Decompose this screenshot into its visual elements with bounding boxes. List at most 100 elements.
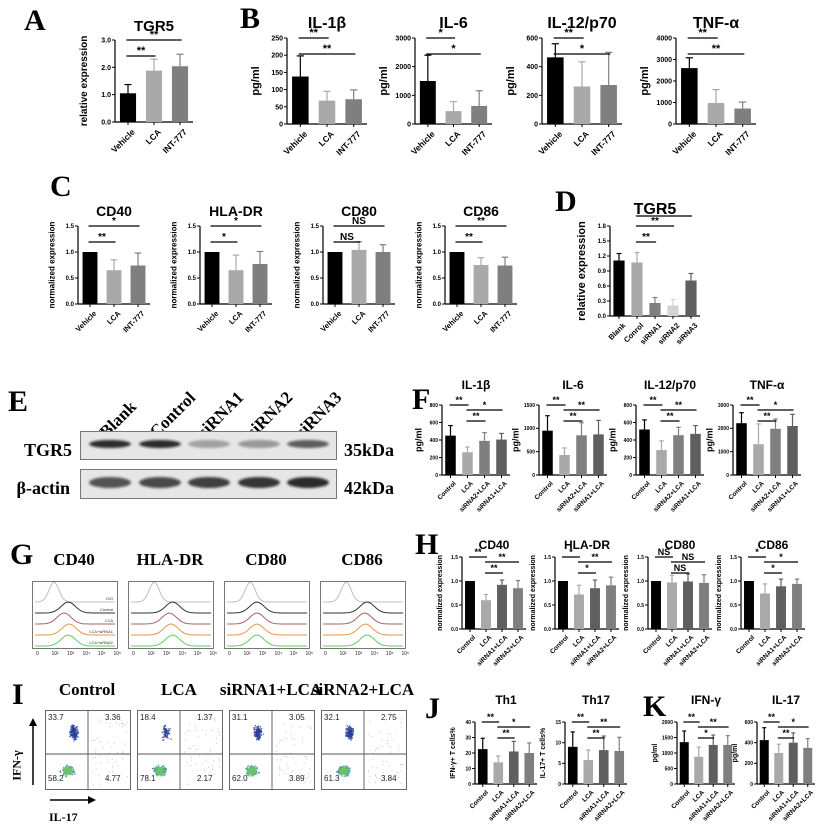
x-tick-label: siRNA1+LCA [766,480,800,514]
bar [292,76,309,124]
bar [567,746,578,784]
x-tick-label: siRNA1+LCA [475,480,509,514]
blot-strip-tgr5 [80,431,337,460]
significance-label: ** [465,232,473,243]
significance-label: ** [502,728,510,738]
blot-band [237,440,280,448]
bar [204,252,220,304]
bar [685,280,697,316]
chart-title: HLA-DR [209,203,263,219]
significance-label: NS [658,547,671,557]
bar [318,100,336,124]
significance-label: ** [472,411,480,421]
x-tick-label: INT-777 [589,129,618,158]
x-tick-label: INT-777 [488,309,513,334]
bar [82,252,98,304]
y-tick-label: 0.0 [544,627,551,633]
chart-title: CD80 [341,203,377,219]
bar [497,584,507,629]
x-tick-label: INT-777 [160,127,189,156]
y-tick-label: 0.0 [637,627,644,633]
chart-k-ifng: IFN-γ pg/ml 0 500 1000 1500 2000 Control LCA siRN… [652,690,735,824]
y-tick-label: 0.0 [101,119,111,126]
y-tick-label: 1000 [656,100,672,107]
bar [613,260,625,316]
y-tick-label: 400 [624,438,633,444]
y-axis-label: pg/ml [413,428,423,452]
bar [513,588,523,629]
y-tick-label: 1.0 [451,579,458,585]
flow-plot-title: LCA [161,680,197,699]
bar [736,423,747,475]
chart-title: Th1 [495,693,517,707]
significance-label: NS [340,232,354,243]
chart-title: TGR5 [134,18,174,35]
y-tick-label: 1.5 [188,224,197,230]
y-tick-label: 30 [465,735,471,741]
bar [497,265,513,304]
histogram-x-tick: 10⁴ [370,651,379,657]
bar [690,433,701,475]
histogram-x-tick: 0 [324,651,327,657]
bar [667,305,679,316]
y-tick-label: 0.0 [730,627,737,633]
bar [445,435,456,475]
histogram-x-tick: 10² [147,651,155,657]
bar [574,594,584,629]
bar [524,753,535,784]
y-tick-label: 200 [271,53,283,60]
y-tick-label: 1000 [395,93,411,100]
bar [707,102,725,124]
y-tick-label: 0 [726,473,729,479]
significance-label: * [774,400,778,410]
y-tick-label: 0 [558,782,561,788]
blot-band [89,477,131,488]
bar [493,762,504,784]
significance-label: * [662,206,666,217]
bar [130,265,146,304]
quadrant-percentage: 32.1 [324,713,340,722]
chart-b-il1b: IL-1β pg/ml 0 50 100 150 200 250 Vehicle LCA INT-7… [245,10,375,160]
bar [106,270,122,304]
quadrant-percentage: 62.0 [232,774,248,783]
bar-chart-svg: CD80 normalized expression 0.0 0.5 1.0 1.5 Veh… [292,203,395,334]
significance-label: ** [782,728,790,738]
histogram-plot [128,581,214,649]
y-tick-label: 0.5 [433,276,442,282]
y-tick-label: 0 [670,782,673,788]
x-tick-label: Control [436,480,457,501]
y-tick-label: 1.8 [598,224,607,230]
y-tick-label: 0.5 [730,603,737,609]
y-tick-label: 1.5 [66,224,75,230]
y-tick-label: 15 [555,720,561,726]
bar [734,108,751,124]
x-tick-label: INT-777 [460,129,489,158]
x-tick-label: Control [533,480,554,501]
y-tick-label: 0.5 [66,276,75,282]
chart-title: IL-17 [772,693,800,707]
y-tick-label: 3.0 [101,37,111,44]
y-tick-label: 600 [430,420,439,426]
chart-b-il6: IL-6 pg/ml 0 1000 2000 3000 Vehicle LCA INT-777 *… [370,10,500,160]
bar [496,439,507,475]
y-tick-label: 100 [271,87,283,94]
quadrant-percentage: 58.2 [48,774,64,783]
quadrant-percentage: 3.89 [289,774,305,783]
quadrant-percentage: 33.7 [48,713,64,722]
y-axis-label: normalized expression [414,222,423,309]
y-tick-label: 1.5 [451,555,458,561]
y-tick-label: 400 [745,740,754,746]
x-tick-label: LCA [460,480,475,495]
chart-title: HLA-DR [564,538,610,552]
histogram-x-tick: 10³ [259,651,267,657]
y-tick-label: 10 [465,766,471,772]
histogram-x-tick: 10² [243,651,251,657]
chart-title: IL-12/p70 [644,378,696,392]
chart-h-cd80: CD80 normalized expression 0.0 0.5 1.0 1.5 Con… [623,535,716,675]
chart-k-il17: IL-17 pg/ml 0 200 400 600 Control LCA siRNA1+LCA… [732,690,815,824]
y-tick-label: 0.5 [188,276,197,282]
significance-label: * [580,43,585,55]
chart-title: IL-1β [308,15,346,32]
histogram-title: CD86 [341,550,383,569]
